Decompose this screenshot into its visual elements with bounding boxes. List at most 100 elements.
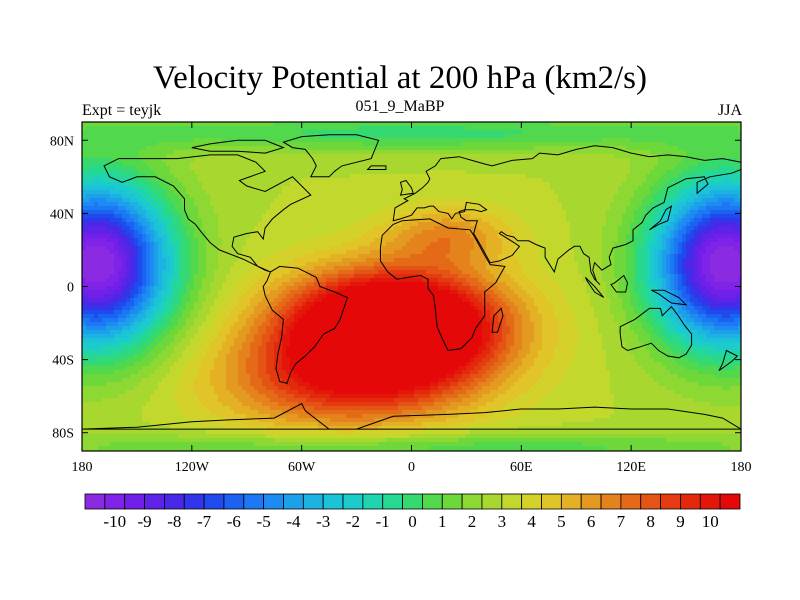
field-cell (150, 142, 155, 147)
field-cell (542, 122, 547, 127)
field-cell (306, 218, 311, 223)
field-cell (514, 230, 519, 235)
field-cell (474, 162, 479, 167)
field-cell (442, 130, 447, 135)
field-cell (642, 230, 647, 235)
field-cell (214, 166, 219, 171)
field-cell (502, 126, 507, 131)
field-cell (218, 218, 223, 223)
field-cell (110, 150, 115, 155)
field-cell (702, 130, 707, 135)
field-cell (694, 234, 699, 239)
field-cell (146, 198, 151, 203)
field-cell (294, 218, 299, 223)
field-cell (470, 174, 475, 179)
field-cell (270, 210, 275, 215)
field-cell (194, 214, 199, 219)
field-cell (598, 142, 603, 147)
field-cell (626, 170, 631, 175)
field-cell (178, 142, 183, 147)
field-cell (98, 210, 103, 215)
field-cell (414, 186, 419, 191)
field-cell (674, 234, 679, 239)
field-cell (126, 242, 131, 247)
field-cell (242, 166, 247, 171)
field-cell (182, 146, 187, 151)
field-cell (238, 190, 243, 195)
field-cell (598, 206, 603, 211)
field-cell (366, 186, 371, 191)
field-cell (542, 158, 547, 163)
field-cell (586, 182, 591, 187)
field-cell (726, 194, 731, 199)
field-cell (470, 162, 475, 167)
field-cell (314, 214, 319, 219)
field-cell (690, 206, 695, 211)
field-cell (282, 194, 287, 199)
field-cell (466, 202, 471, 207)
field-cell (486, 178, 491, 183)
field-cell (718, 190, 723, 195)
field-cell (262, 154, 267, 159)
field-cell (362, 214, 367, 219)
field-cell (602, 206, 607, 211)
field-cell (394, 226, 399, 231)
field-cell (134, 210, 139, 215)
field-cell (546, 130, 551, 135)
field-cell (554, 158, 559, 163)
field-cell (158, 226, 163, 231)
field-cell (282, 126, 287, 131)
field-cell (398, 130, 403, 135)
field-cell (138, 238, 143, 243)
field-cell (502, 146, 507, 151)
field-cell (262, 182, 267, 187)
field-cell (622, 154, 627, 159)
field-cell (470, 202, 475, 207)
field-cell (478, 210, 483, 215)
field-cell (690, 194, 695, 199)
field-cell (302, 202, 307, 207)
field-cell (426, 150, 431, 155)
field-cell (190, 206, 195, 211)
field-cell (570, 194, 575, 199)
field-cell (206, 154, 211, 159)
field-cell (214, 194, 219, 199)
field-cell (678, 206, 683, 211)
field-cell (418, 214, 423, 219)
field-cell (146, 194, 151, 199)
field-cell (110, 182, 115, 187)
field-cell (118, 134, 123, 139)
field-cell (630, 234, 635, 239)
field-cell (434, 158, 439, 163)
field-cell (466, 146, 471, 151)
field-cell (594, 166, 599, 171)
field-cell (390, 198, 395, 203)
field-cell (146, 222, 151, 227)
field-cell (242, 146, 247, 151)
field-cell (534, 198, 539, 203)
field-cell (282, 226, 287, 231)
field-cell (98, 194, 103, 199)
field-cell (154, 210, 159, 215)
field-cell (462, 210, 467, 215)
field-cell (662, 218, 667, 223)
field-cell (510, 130, 515, 135)
field-cell (470, 214, 475, 219)
field-cell (310, 198, 315, 203)
field-cell (174, 158, 179, 163)
field-cell (610, 202, 615, 207)
field-cell (738, 194, 741, 199)
field-cell (334, 198, 339, 203)
field-cell (362, 218, 367, 223)
field-cell (526, 158, 531, 163)
field-cell (698, 226, 703, 231)
field-cell (406, 186, 411, 191)
field-cell (406, 170, 411, 175)
field-cell (414, 162, 419, 167)
field-cell (250, 186, 255, 191)
field-cell (82, 206, 87, 211)
field-cell (626, 142, 631, 147)
field-cell (274, 146, 279, 151)
field-cell (286, 122, 291, 127)
field-cell (446, 154, 451, 159)
